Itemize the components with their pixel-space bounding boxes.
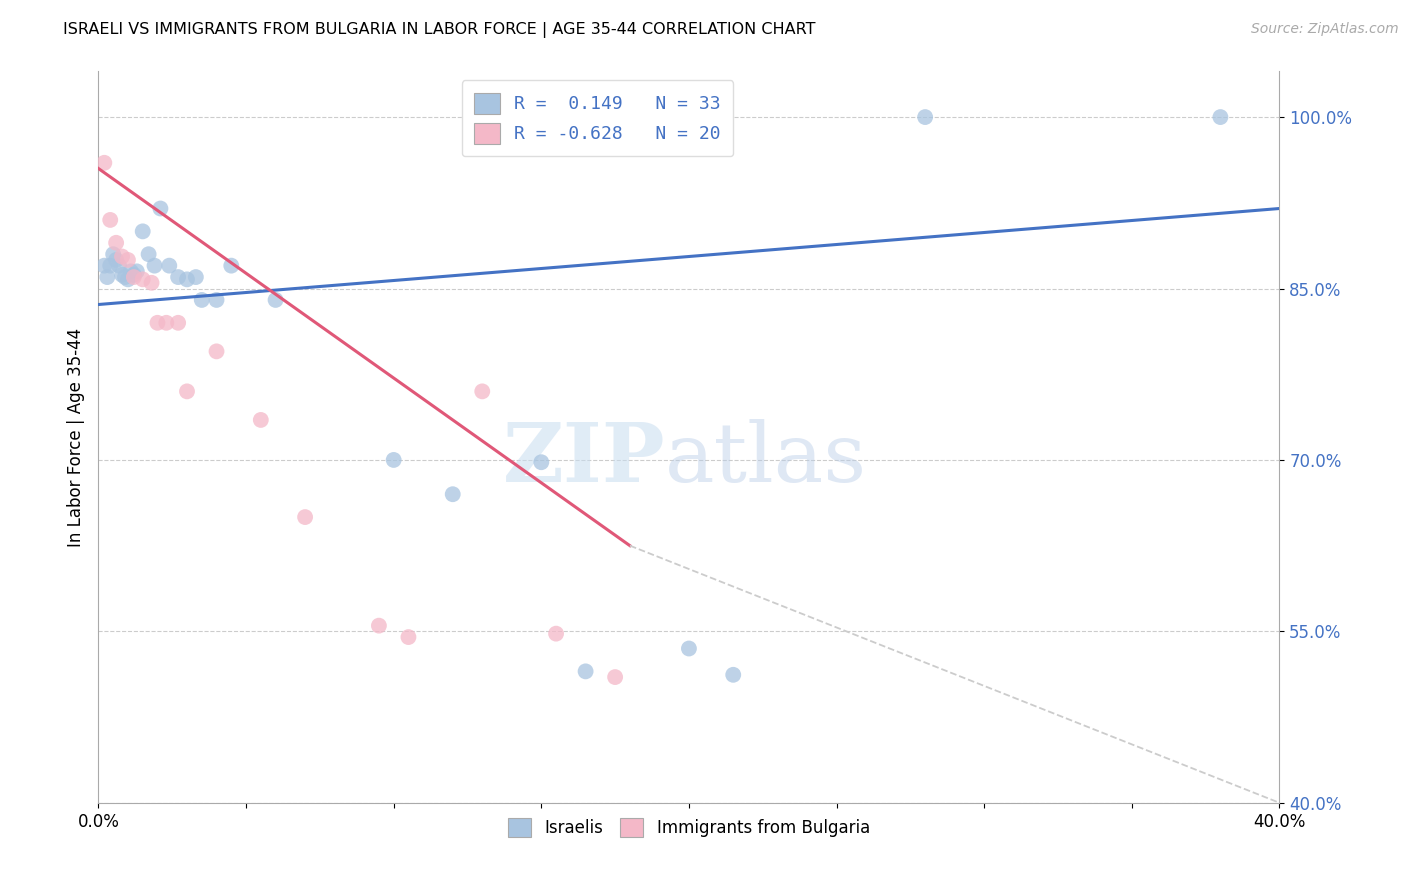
Point: [368, 618, 391, 632]
Point: [138, 247, 160, 261]
Point: [111, 250, 134, 264]
Point: [117, 252, 139, 267]
Point: [250, 413, 273, 427]
Point: [157, 259, 180, 273]
Legend: Israelis, Immigrants from Bulgaria: Israelis, Immigrants from Bulgaria: [499, 810, 879, 846]
Point: [122, 270, 145, 285]
Point: [546, 626, 568, 640]
Point: [103, 247, 125, 261]
Point: [176, 384, 198, 399]
Point: [167, 270, 190, 285]
Point: [184, 270, 207, 285]
Text: atlas: atlas: [665, 419, 868, 499]
Point: [205, 344, 228, 359]
Point: [605, 670, 627, 684]
Point: [132, 272, 155, 286]
Point: [575, 665, 598, 679]
Point: [125, 264, 148, 278]
Point: [117, 272, 139, 286]
Point: [382, 453, 405, 467]
Point: [132, 224, 155, 238]
Point: [191, 293, 214, 307]
Point: [114, 270, 136, 285]
Point: [205, 293, 228, 307]
Text: Source: ZipAtlas.com: Source: ZipAtlas.com: [1251, 22, 1399, 37]
Point: [105, 235, 128, 250]
Point: [723, 667, 745, 681]
Point: [914, 110, 936, 124]
Text: ZIP: ZIP: [503, 419, 665, 499]
Text: ISRAELI VS IMMIGRANTS FROM BULGARIA IN LABOR FORCE | AGE 35-44 CORRELATION CHART: ISRAELI VS IMMIGRANTS FROM BULGARIA IN L…: [63, 22, 815, 38]
Point: [108, 259, 131, 273]
Point: [155, 316, 177, 330]
Point: [678, 641, 700, 656]
Y-axis label: In Labor Force | Age 35-44: In Labor Force | Age 35-44: [66, 327, 84, 547]
Point: [264, 293, 287, 307]
Point: [471, 384, 494, 399]
Point: [93, 259, 115, 273]
Point: [98, 213, 121, 227]
Point: [149, 202, 172, 216]
Point: [398, 630, 420, 644]
Point: [120, 264, 142, 278]
Point: [96, 270, 118, 285]
Point: [141, 276, 163, 290]
Point: [1209, 110, 1232, 124]
Point: [294, 510, 316, 524]
Point: [105, 252, 128, 267]
Point: [221, 259, 243, 273]
Point: [98, 259, 121, 273]
Point: [93, 156, 115, 170]
Point: [530, 455, 553, 469]
Point: [143, 259, 166, 273]
Point: [441, 487, 464, 501]
Point: [167, 316, 190, 330]
Point: [122, 268, 145, 282]
Point: [176, 272, 198, 286]
Point: [146, 316, 169, 330]
Point: [111, 268, 134, 282]
